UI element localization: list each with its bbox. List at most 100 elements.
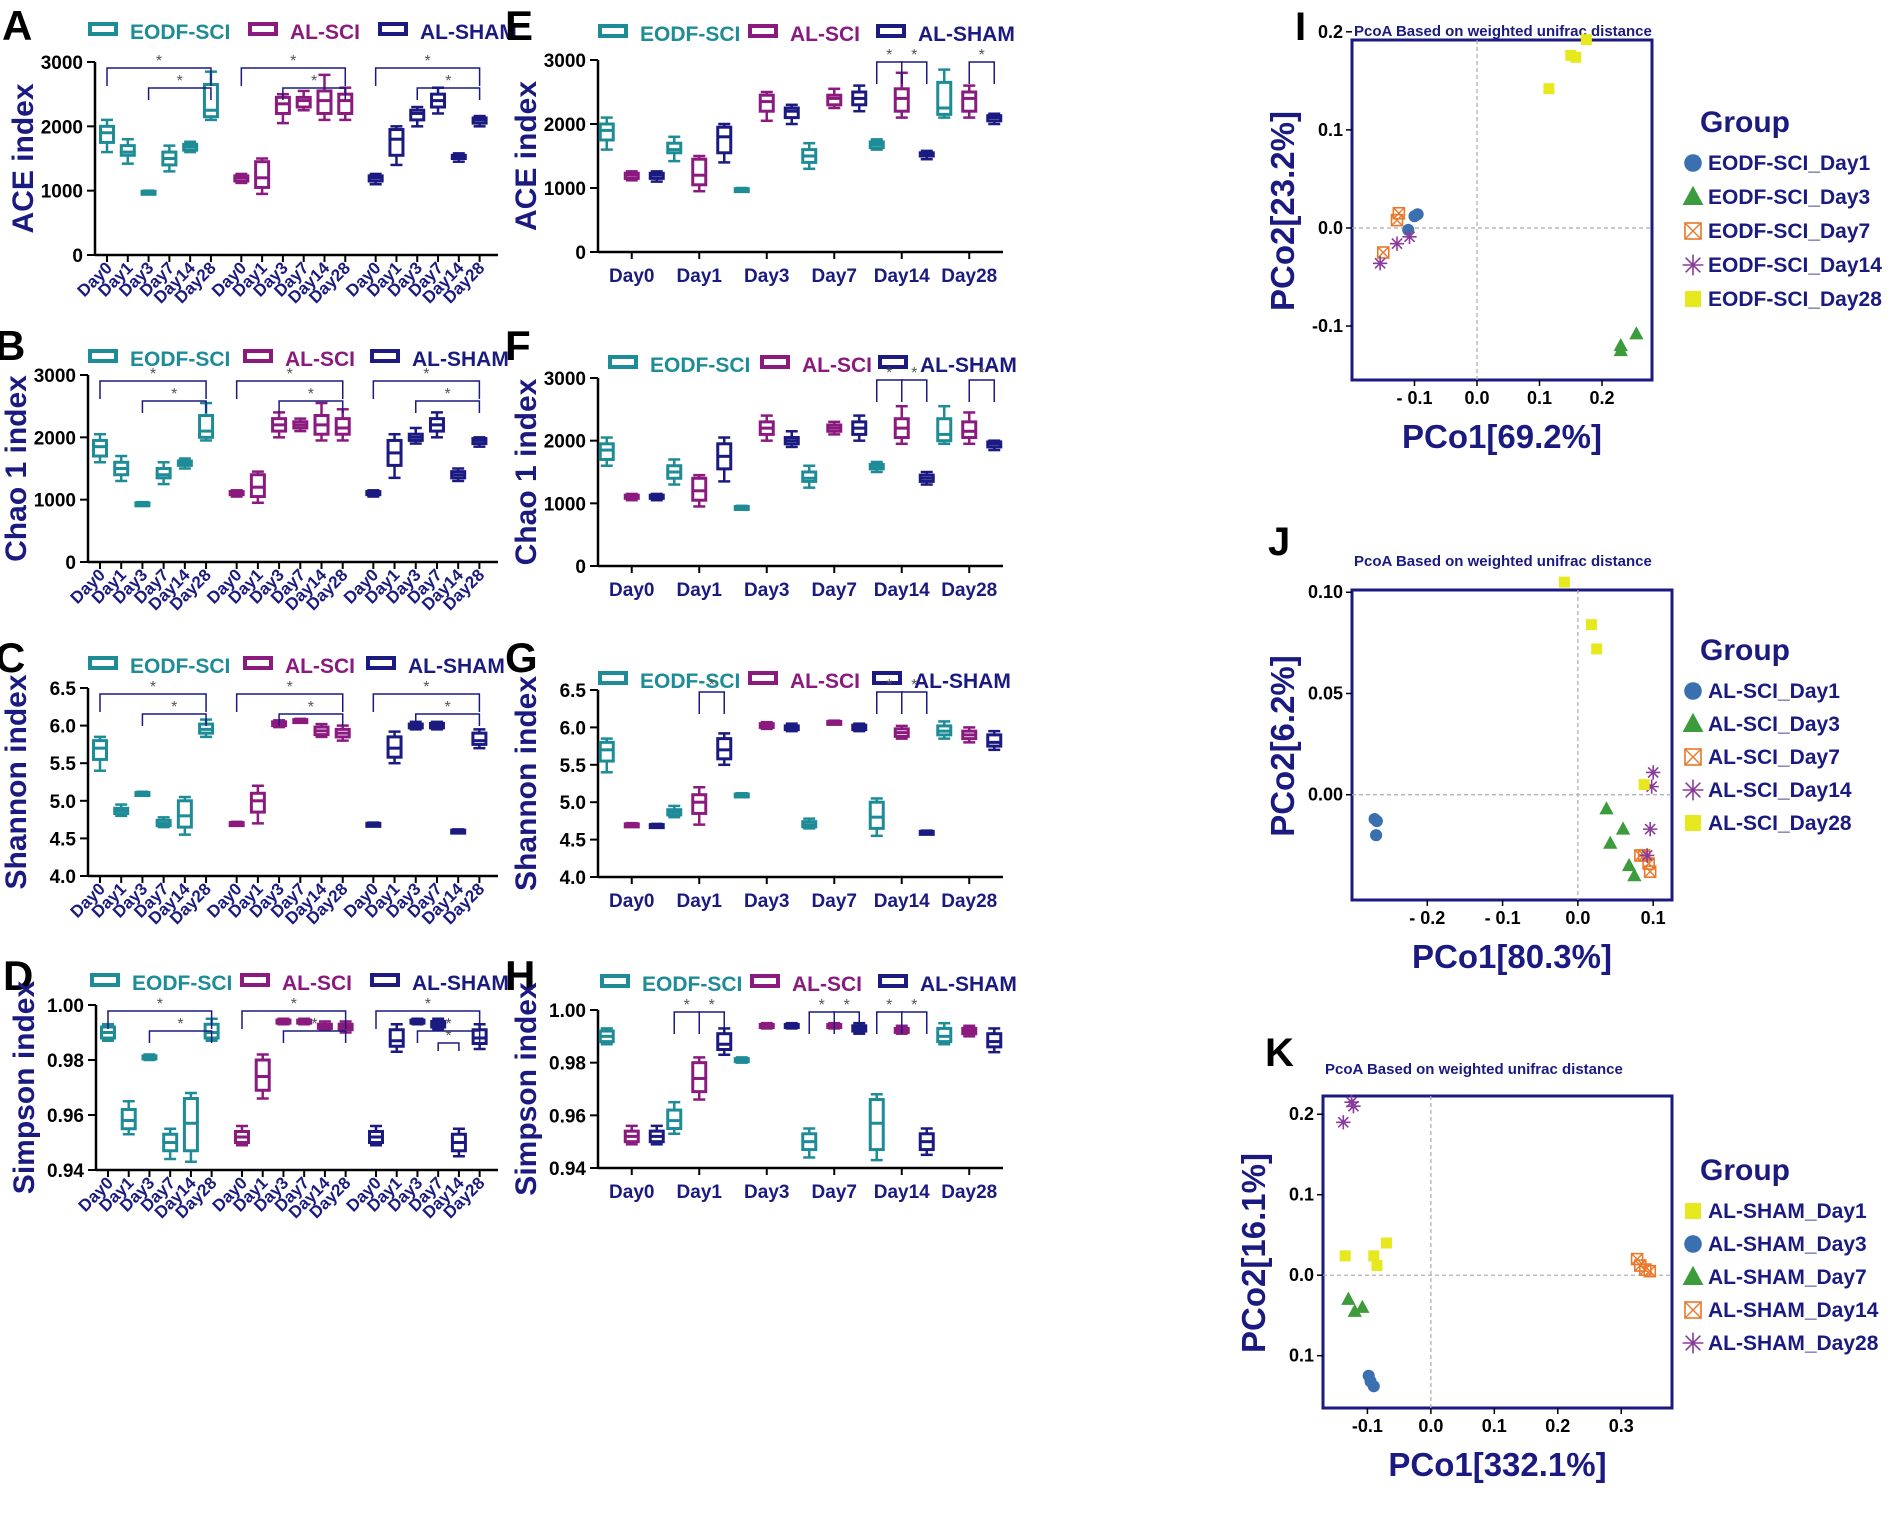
significance-star: * <box>911 365 917 382</box>
point-triangle <box>1347 1303 1362 1317</box>
point-square <box>1339 1250 1351 1262</box>
x-tick-label: Day14 <box>874 891 930 912</box>
box-al-sci-day3 <box>758 90 775 123</box>
x-tick-label: Day0 <box>609 1182 654 1203</box>
box-eodf-sci-day28 <box>936 1021 953 1046</box>
box-eodf-sci-day7 <box>801 141 818 171</box>
y-tick-label: 0.94 <box>47 1161 84 1182</box>
box-eodf-sci-day7 <box>162 1127 179 1161</box>
box-eodf-sci-day3 <box>733 186 750 194</box>
significance-star: * <box>308 699 314 716</box>
x-tick-label: Day7 <box>812 891 857 912</box>
significance-bracket <box>415 713 481 726</box>
box-al-sham-day0 <box>648 1124 665 1146</box>
y-tick-label: 5.5 <box>560 756 587 777</box>
box-eodf-sci-day3 <box>733 504 750 511</box>
legend-label: AL-SCI <box>285 655 355 678</box>
legend-item: AL-SCI_Day3 <box>1682 712 1840 736</box>
box <box>783 106 800 120</box>
y-tick-label: 3000 <box>41 53 83 74</box>
box-al-sci-day7 <box>826 87 843 110</box>
x-tick-label: - 0.1 <box>1396 388 1432 408</box>
series-al-sham_day14 <box>1630 1252 1657 1278</box>
box-eodf-sci-day14 <box>182 140 199 154</box>
panel-letter: E <box>505 2 533 49</box>
legend-label: EODF-SCI <box>132 972 232 995</box>
box-al-sci-day0 <box>234 1124 250 1147</box>
legend-label: AL-SHAM <box>412 348 509 371</box>
x-tick-label: Day14 <box>874 266 930 287</box>
box <box>758 93 775 113</box>
legend-swatch-2 <box>876 24 906 38</box>
box-al-sham-day0 <box>648 170 665 183</box>
legend-label: EODF-SCI_Day1 <box>1708 152 1871 175</box>
point-xbox <box>1390 213 1404 227</box>
significance-star: * <box>423 366 429 383</box>
significance-star: * <box>886 677 892 694</box>
legend-swatch-1 <box>243 656 273 670</box>
x-tick-label: Day3 <box>744 266 789 287</box>
box <box>936 80 953 116</box>
legend-swatch-1 <box>240 973 270 987</box>
box-al-sham-day0 <box>365 821 382 828</box>
legend-label: AL-SCI_Day1 <box>1708 680 1840 703</box>
point-star <box>1346 1099 1361 1114</box>
plot-title: PcoA Based on weighted unifrac distance <box>1354 553 1652 570</box>
point-star <box>1682 1332 1704 1354</box>
box-eodf-sci-day14 <box>176 457 193 470</box>
box-al-sham-day3 <box>783 1021 800 1030</box>
significance-bracket <box>833 1011 860 1034</box>
series-al-sham_day3 <box>1362 1369 1380 1393</box>
box-eodf-sci-day0 <box>598 116 615 151</box>
point-square <box>1685 815 1701 831</box>
significance-bracket <box>148 1030 213 1043</box>
legend-swatch-1 <box>248 22 278 36</box>
significance-bracket <box>282 87 347 100</box>
plot-frame <box>1350 588 1674 902</box>
point-triangle <box>1682 712 1704 732</box>
legend-item: AL-SHAM_Day7 <box>1682 1265 1867 1289</box>
box-al-sci-day3 <box>275 1017 292 1026</box>
significance-star: * <box>979 365 985 382</box>
legend-title: Group <box>1700 634 1790 667</box>
panel-g: G EODF-SCI AL-SCI AL-SHAM 4.0 4.5 5.0 5.5 6.0 6.5… <box>505 634 1011 912</box>
panel-d: D EODF-SCI AL-SCI AL-SHAM 0.94 0.96 0.98 1.00 Si… <box>3 952 509 1222</box>
y-axis-label: ACE index <box>510 81 543 231</box>
significance-bracket <box>374 67 481 86</box>
series-al-sham_day1 <box>1339 1237 1392 1272</box>
box-eodf-sci-day28 <box>936 68 953 119</box>
y-tick-label: 1000 <box>544 494 586 515</box>
point-circle <box>1370 829 1383 842</box>
point-star <box>1372 256 1388 271</box>
box-al-sci-day7 <box>826 719 843 726</box>
box-al-sci-day1 <box>254 157 271 196</box>
series-al-sci_day28 <box>1558 576 1650 791</box>
significance-bracket <box>437 1042 460 1051</box>
significance-bracket <box>278 713 344 726</box>
legend-item: AL-SCI_Day7 <box>1684 746 1840 769</box>
legend-label: EODF-SCI <box>130 655 230 678</box>
legend-item: EODF-SCI_Day3 <box>1682 185 1870 209</box>
x-tick-label: - 0.1 <box>1485 908 1521 928</box>
panel-letter: G <box>505 634 538 681</box>
box-eodf-sci-day3 <box>134 790 151 798</box>
box-al-sci-day1 <box>254 1053 271 1100</box>
point-star <box>1336 1115 1351 1130</box>
box-al-sci-day1 <box>691 473 708 508</box>
x-tick-label: Day7 <box>812 1182 857 1203</box>
x-tick-label: Day28 <box>941 266 997 287</box>
box-eodf-sci-day1 <box>113 454 130 483</box>
y-axis-label: PCo2[23.2%] <box>1264 111 1301 311</box>
significance-star: * <box>425 53 431 70</box>
box-al-sham-day14 <box>450 152 467 163</box>
significance-star: * <box>287 366 293 383</box>
box-eodf-sci-day3 <box>141 1053 158 1062</box>
box-eodf-sci-day0 <box>92 432 108 464</box>
legend-swatch-1 <box>243 349 273 363</box>
box-al-sci-day28 <box>961 84 978 119</box>
y-tick-label: 3000 <box>544 369 586 390</box>
significance-star: * <box>709 997 715 1014</box>
box <box>471 731 488 746</box>
